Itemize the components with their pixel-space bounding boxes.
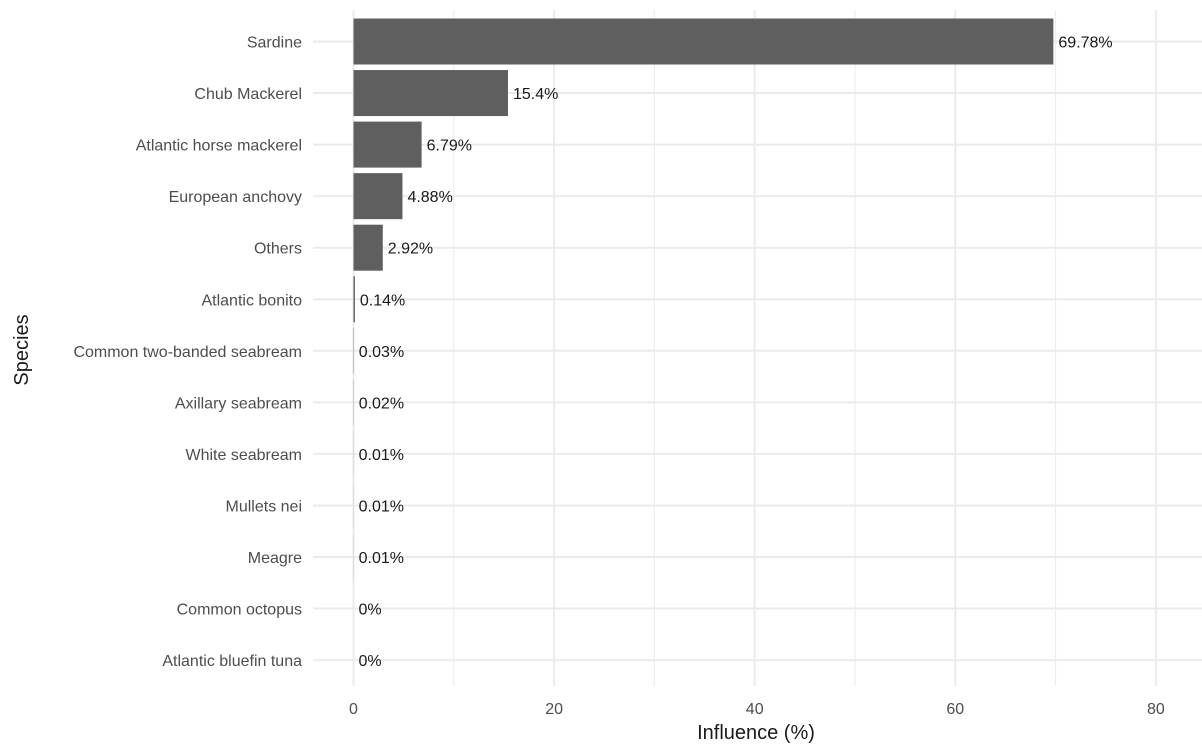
x-tick-labels-group: 0 20 40 60 80 <box>349 701 1165 718</box>
data-label-common-two-banded-seabream: 0.03% <box>359 344 404 361</box>
category-label-meagre: Meagre <box>248 550 302 567</box>
category-label-others: Others <box>254 241 302 258</box>
data-label-atlantic-bonito: 0.14% <box>360 292 405 309</box>
category-label-white-seabream: White seabream <box>186 447 303 464</box>
data-label-atlantic-bluefin-tuna: 0% <box>359 653 382 670</box>
data-label-axillary-seabream: 0.02% <box>359 395 404 412</box>
bar-others <box>353 224 383 271</box>
data-label-meagre: 0.01% <box>359 550 404 567</box>
bar-atlantic-bonito <box>353 276 355 323</box>
bars-group <box>353 18 1054 580</box>
x-axis-title: Influence (%) <box>697 722 815 744</box>
x-tick-label-20: 20 <box>545 701 563 718</box>
category-label-european-anchovy: European anchovy <box>169 189 302 206</box>
data-label-european-anchovy: 4.88% <box>407 189 452 206</box>
data-label-sardine: 69.78% <box>1058 35 1112 52</box>
x-tick-label-0: 0 <box>349 701 358 718</box>
category-label-common-two-banded-seabream: Common two-banded seabream <box>73 344 302 361</box>
category-labels-group: Sardine Chub Mackerel Atlantic horse macke… <box>73 35 302 671</box>
data-label-others: 2.92% <box>388 241 433 258</box>
data-label-common-octopus: 0% <box>359 602 382 619</box>
bar-sardine <box>353 18 1054 65</box>
category-label-mullets-nei: Mullets nei <box>226 498 302 515</box>
bar-european-anchovy <box>353 173 403 220</box>
data-label-atlantic-horse-mackerel: 6.79% <box>427 138 472 155</box>
data-label-white-seabream: 0.01% <box>359 447 404 464</box>
data-labels-group: 69.78% 15.4% 6.79% 4.88% 2.92% 0.14% 0.03% 0.02… <box>359 35 1113 671</box>
x-tick-label-60: 60 <box>946 701 964 718</box>
data-label-mullets-nei: 0.01% <box>359 498 404 515</box>
category-label-chub-mackerel: Chub Mackerel <box>194 86 302 103</box>
bar-atlantic-horse-mackerel <box>353 121 422 168</box>
category-label-atlantic-horse-mackerel: Atlantic horse mackerel <box>136 138 302 155</box>
bar-chub-mackerel <box>353 70 508 117</box>
y-axis-title: Species <box>11 314 33 385</box>
category-label-common-octopus: Common octopus <box>177 602 302 619</box>
category-label-atlantic-bonito: Atlantic bonito <box>201 292 302 309</box>
data-label-chub-mackerel: 15.4% <box>513 86 558 103</box>
category-label-axillary-seabream: Axillary seabream <box>175 395 302 412</box>
category-label-sardine: Sardine <box>247 35 302 52</box>
x-tick-label-40: 40 <box>746 701 764 718</box>
category-label-atlantic-bluefin-tuna: Atlantic bluefin tuna <box>162 653 302 670</box>
x-tick-label-80: 80 <box>1147 701 1165 718</box>
